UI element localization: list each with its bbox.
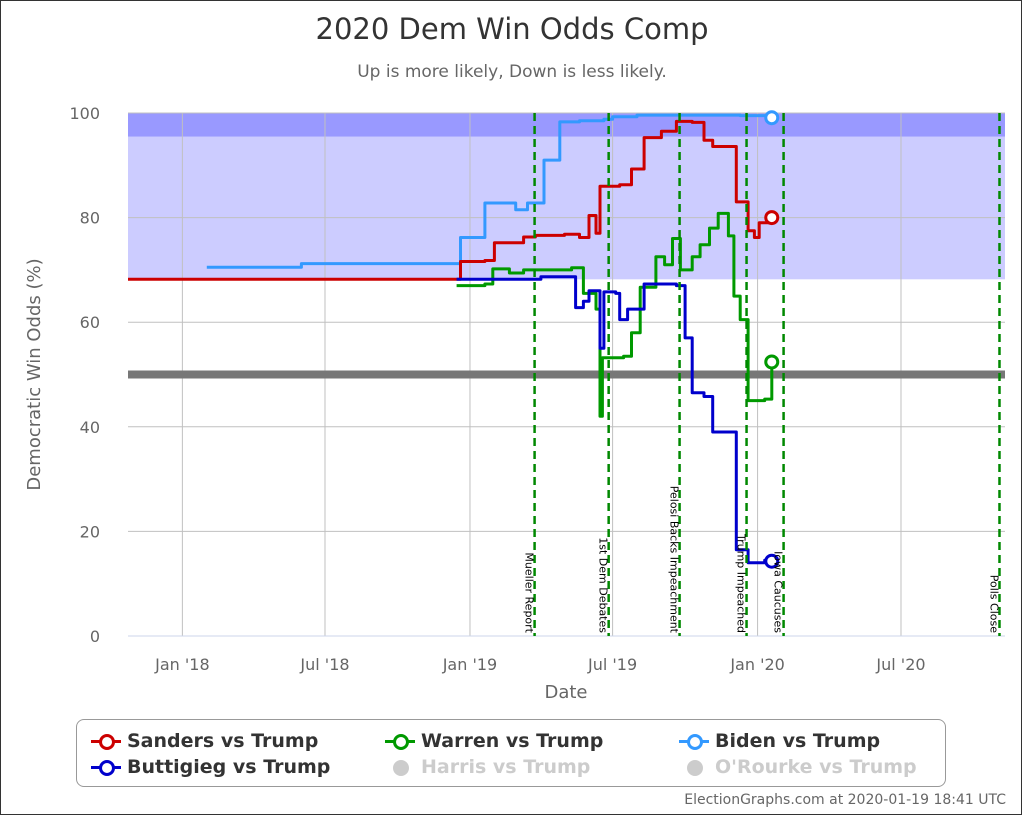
event-label: Pelosi Backs Impeachment xyxy=(668,486,681,634)
x-tick-label: Jul '18 xyxy=(299,655,349,674)
x-tick-label: Jan '18 xyxy=(154,655,210,674)
event-label: Trump Impeached xyxy=(735,533,748,633)
legend-label: Biden vs Trump xyxy=(715,730,881,752)
event-label: Mueller Report xyxy=(523,552,536,633)
legend-item-buttigieg[interactable]: Buttigieg vs Trump xyxy=(91,756,330,778)
y-tick-label: 20 xyxy=(80,522,100,541)
series-line-sanders xyxy=(128,119,774,281)
x-tick-label: Jan '19 xyxy=(442,655,498,674)
y-axis-title: Democratic Win Odds (%) xyxy=(24,258,45,490)
series-line-buttigieg xyxy=(456,275,774,565)
chart-title: 2020 Dem Win Odds Comp xyxy=(315,12,709,46)
legend-item-biden[interactable]: Biden vs Trump xyxy=(679,730,880,752)
chart-subtitle: Up is more likely, Down is less likely. xyxy=(357,62,667,82)
series-end-marker xyxy=(764,553,780,569)
event-label: Polls Close xyxy=(987,575,1000,634)
legend-marker-icon xyxy=(679,734,709,750)
legend-label: Harris vs Trump xyxy=(421,756,591,778)
legend-label: O'Rourke vs Trump xyxy=(715,756,917,778)
y-tick-label: 60 xyxy=(80,313,100,332)
legend-marker-icon xyxy=(385,760,415,776)
series-line-biden xyxy=(206,113,774,269)
series-end-marker xyxy=(764,210,780,226)
legend-label: Warren vs Trump xyxy=(421,730,604,752)
legend-marker-icon xyxy=(679,760,709,776)
x-tick-label: Jul '20 xyxy=(875,655,925,674)
series-line-warren xyxy=(456,211,774,418)
legend-label: Sanders vs Trump xyxy=(127,730,319,752)
confidence-band-0 xyxy=(128,113,1005,280)
x-tick-label: Jul '19 xyxy=(587,655,637,674)
event-label: Iowa Caucuses xyxy=(772,551,785,633)
legend-label: Buttigieg vs Trump xyxy=(127,756,331,778)
y-tick-label: 100 xyxy=(69,104,100,123)
legend-marker-icon xyxy=(91,734,121,750)
y-tick-label: 0 xyxy=(90,627,100,646)
legend: Sanders vs Trump Warren vs Trump Biden v… xyxy=(76,719,946,787)
legend-item-sanders[interactable]: Sanders vs Trump xyxy=(91,730,318,752)
event-label: 1st Dem Debates xyxy=(597,537,610,633)
legend-item-orourke[interactable]: O'Rourke vs Trump xyxy=(679,756,917,778)
series-end-marker xyxy=(764,354,780,370)
x-axis-title: Date xyxy=(544,682,587,703)
legend-item-warren[interactable]: Warren vs Trump xyxy=(385,730,603,752)
y-tick-label: 40 xyxy=(80,418,100,437)
x-tick-label: Jan '20 xyxy=(729,655,785,674)
y-tick-label: 80 xyxy=(80,209,100,228)
legend-marker-icon xyxy=(385,734,415,750)
confidence-band-1 xyxy=(128,113,1005,137)
series-end-marker xyxy=(764,110,780,126)
legend-marker-icon xyxy=(91,760,121,776)
legend-item-harris[interactable]: Harris vs Trump xyxy=(385,756,590,778)
credit-text: ElectionGraphs.com at 2020-01-19 18:41 U… xyxy=(684,792,1006,808)
